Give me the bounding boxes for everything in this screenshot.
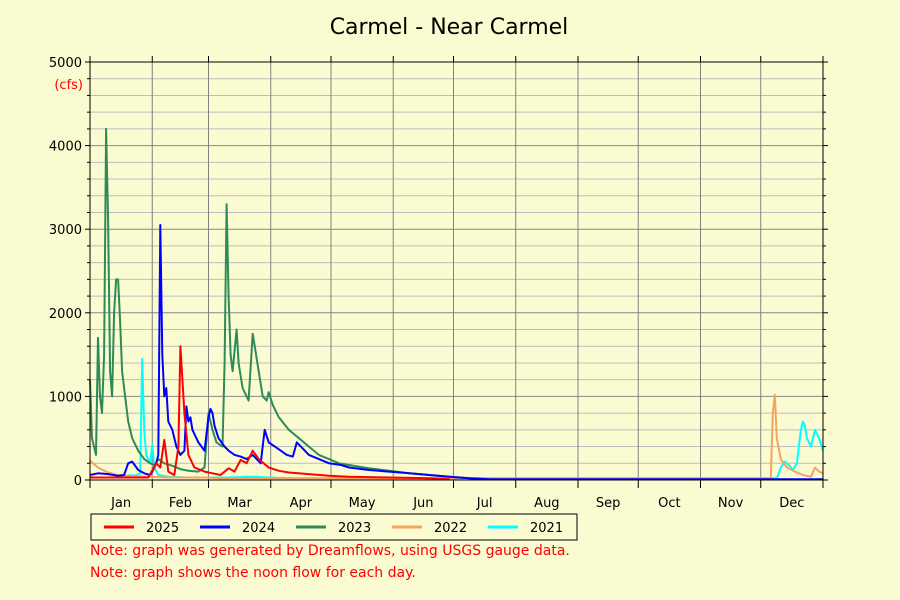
y-tick-label: 2000 [49, 307, 82, 322]
y-tick-label: 0 [74, 474, 82, 489]
y-axis-unit: (cfs) [54, 78, 83, 93]
legend: 2025 2024 2023 2022 2021 [90, 513, 578, 541]
x-tick-label: Oct [658, 496, 680, 511]
note-source: Note: graph was generated by Dreamflows,… [90, 543, 570, 559]
x-tick-label: Mar [227, 496, 252, 511]
y-tick-label: 4000 [49, 140, 82, 155]
y-tick-label: 5000 [49, 56, 82, 71]
series-line-2021 [128, 357, 824, 480]
series-line-2023 [89, 127, 490, 481]
x-tick-label: Feb [169, 496, 192, 511]
series-line-2022 [89, 393, 824, 480]
x-tick-label: Apr [290, 496, 313, 511]
legend-label-2022: 2022 [434, 521, 467, 536]
x-tick-label: Sep [596, 496, 621, 511]
legend-label-2025: 2025 [146, 521, 179, 536]
x-tick-label: Nov [718, 496, 744, 511]
note-noon-flow: Note: graph shows the noon flow for each… [90, 565, 416, 581]
series-group [89, 127, 824, 481]
chart-title: Carmel - Near Carmel [330, 15, 569, 40]
legend-label-2023: 2023 [338, 521, 371, 536]
legend-box [90, 513, 578, 541]
x-axis: Jan Feb Mar Apr May Jun Jul Aug Sep Oct Nov Dec [89, 56, 824, 511]
grid [90, 62, 823, 480]
plot-frame [89, 61, 824, 481]
x-tick-label: Jul [476, 496, 493, 511]
y-tick-label: 1000 [49, 390, 82, 405]
legend-label-2024: 2024 [242, 521, 275, 536]
x-tick-label: Jan [110, 496, 131, 511]
x-tick-label: May [349, 496, 376, 511]
y-axis: 0 1000 2000 3000 4000 5000 [49, 56, 828, 489]
legend-label-2021: 2021 [530, 521, 563, 536]
y-tick-label: 3000 [49, 223, 82, 238]
x-tick-label: Aug [534, 496, 559, 511]
series-line-2025 [90, 345, 450, 481]
x-tick-label: Dec [779, 496, 804, 511]
x-tick-label: Jun [412, 496, 433, 511]
